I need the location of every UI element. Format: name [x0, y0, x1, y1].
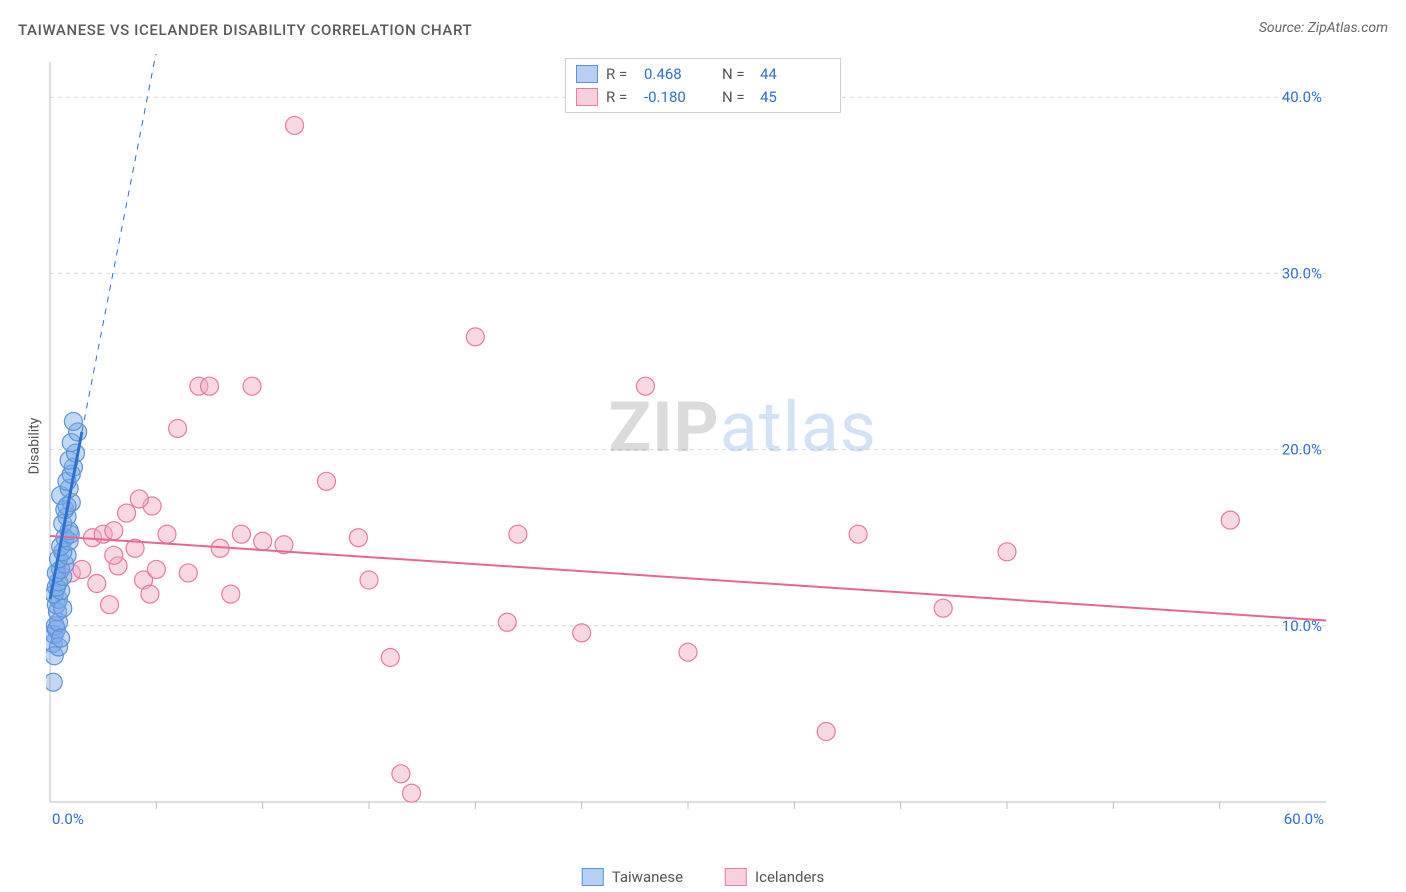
legend-swatch	[725, 868, 747, 886]
n-value: 45	[760, 86, 830, 109]
svg-text:10.0%: 10.0%	[1282, 617, 1322, 635]
svg-text:30.0%: 30.0%	[1282, 264, 1322, 282]
y-axis-label: Disability	[26, 418, 42, 475]
legend-item: Icelanders	[725, 868, 824, 886]
series-taiwanese	[46, 412, 87, 691]
plot-area: 10.0%20.0%30.0%40.0%0.0%60.0% ZIPatlas	[46, 54, 1386, 834]
series-icelanders	[62, 116, 1239, 802]
legend-stats-row: R = 0.468 N = 44	[576, 63, 830, 86]
n-label: N =	[722, 86, 752, 109]
r-label: R =	[606, 86, 636, 109]
scatter-chart: 10.0% 20.0% 30.0% 40.0% 0.0% 60.0%	[46, 54, 1386, 834]
legend-swatch	[582, 868, 604, 886]
legend-item: Taiwanese	[582, 868, 683, 886]
svg-text:40.0%: 40.0%	[1282, 88, 1322, 106]
chart-header: TAIWANESE VS ICELANDER DISABILITY CORREL…	[18, 20, 1388, 50]
chart-source: Source: ZipAtlas.com	[1259, 20, 1388, 36]
r-value: 0.468	[644, 63, 714, 86]
legend-label: Taiwanese	[612, 868, 683, 886]
svg-text:60.0%: 60.0%	[1284, 810, 1324, 828]
svg-text:0.0%: 0.0%	[52, 810, 84, 828]
legend-swatch	[576, 65, 598, 83]
legend-stats-row: R = -0.180 N = 45	[576, 86, 830, 109]
legend-label: Icelanders	[755, 868, 824, 886]
legend-swatch	[576, 88, 598, 106]
gridlines	[50, 97, 1326, 626]
legend-stats: R = 0.468 N = 44 R = -0.180 N = 45	[565, 58, 841, 113]
axes	[50, 62, 1326, 809]
svg-text:20.0%: 20.0%	[1282, 441, 1322, 459]
r-value: -0.180	[644, 86, 714, 109]
legend-series: Taiwanese Icelanders	[582, 868, 825, 886]
chart-title: TAIWANESE VS ICELANDER DISABILITY CORREL…	[18, 21, 472, 39]
n-value: 44	[760, 63, 830, 86]
n-label: N =	[722, 63, 752, 86]
axis-tick-labels: 10.0% 20.0% 30.0% 40.0% 0.0% 60.0%	[52, 88, 1324, 828]
r-label: R =	[606, 63, 636, 86]
